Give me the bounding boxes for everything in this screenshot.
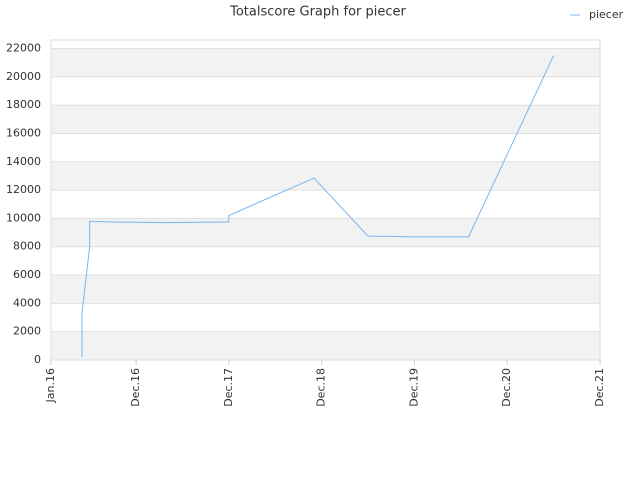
y-tick-label: 10000	[6, 211, 41, 224]
grid-band	[51, 105, 600, 134]
legend-label: piecer	[589, 8, 624, 21]
y-tick-label: 2000	[13, 325, 41, 338]
plot-border	[50, 39, 601, 361]
y-tick-label: 8000	[13, 240, 41, 253]
grid-band	[51, 331, 600, 360]
y-tick-label: 6000	[13, 268, 41, 281]
x-tick-label: Dec.16	[129, 368, 142, 407]
x-tick-label: Dec.21	[593, 368, 606, 407]
x-tick-label: Dec.17	[222, 368, 235, 407]
x-tick-label: Dec.20	[500, 368, 513, 407]
y-tick-label: 14000	[6, 155, 41, 168]
grid-band	[51, 275, 600, 304]
y-tick-label: 16000	[6, 126, 41, 139]
grid-band	[51, 48, 600, 77]
x-tick-label: Dec.19	[407, 368, 420, 407]
y-tick-label: 20000	[6, 70, 41, 83]
y-tick-label: 4000	[13, 296, 41, 309]
x-tick-label: Jan.16	[44, 368, 57, 403]
y-tick-label: 18000	[6, 98, 41, 111]
x-tick-label: Dec.18	[315, 368, 328, 407]
grid-band	[51, 218, 600, 247]
chart-title: Totalscore Graph for piecer	[229, 5, 406, 20]
line	[81, 55, 555, 358]
y-tick-label: 22000	[6, 41, 41, 54]
y-tick-label: 12000	[6, 183, 41, 196]
grid-band	[51, 161, 600, 191]
y-tick-label: 0	[34, 353, 41, 366]
